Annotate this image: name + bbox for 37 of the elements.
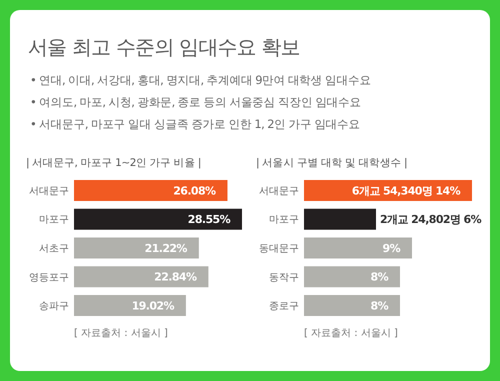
y-tick-label: 마포구 [39, 214, 69, 226]
y-tick-label: 마포구 [269, 214, 299, 226]
text: [ 자료출처 : 서울시 ] [74, 328, 168, 339]
y-tick-label: 서초구 [39, 244, 69, 254]
data-label: 26.08% [173, 184, 216, 198]
bar [74, 180, 228, 201]
bar [304, 295, 400, 316]
text: [ 자료출처 : 서울시 ] [304, 328, 398, 339]
data-label: 6개교 54,340명 14% [352, 184, 461, 198]
data-label: 9% [382, 242, 401, 255]
chart-title: | 서대문구, 마포구 1~2인 가구 비율 | [26, 157, 201, 169]
y-tick-label: 종로구 [269, 301, 299, 312]
y-tick-label: 서대문구 [29, 186, 69, 197]
bar [304, 266, 400, 288]
data-label: 8% [370, 270, 389, 284]
bar [304, 208, 376, 230]
data-label: 22.84% [154, 270, 197, 284]
data-label: 8% [370, 299, 389, 312]
bar [304, 238, 412, 258]
data-label: 2개교 24,802명 6% [380, 213, 482, 226]
data-label: 21.22% [144, 242, 188, 255]
data-label: 28.55% [188, 213, 231, 226]
chart-title: | 서울시 구별 대학 및 대학생수 | [256, 157, 408, 169]
text: • 연대, 이대, 서강대, 홍대, 명지대, 추계예대 9만여 대학생 임대수요 [30, 73, 372, 87]
text: • 여의도, 마포, 시청, 광화문, 종로 등의 서울중심 직장인 임대수요 [30, 95, 362, 109]
bar [74, 208, 242, 230]
bar [74, 266, 208, 288]
bar [74, 295, 186, 316]
text: • 서대문구, 마포구 일대 싱글족 증가로 인한 1, 2인 가구 임대수요 [30, 117, 360, 131]
y-tick-label: 영등포구 [29, 272, 69, 284]
y-tick-label: 동대문구 [259, 244, 299, 254]
y-tick-label: 동작구 [269, 272, 299, 284]
text: 서울 최고 수준의 임대수요 확보 [28, 35, 300, 59]
bar [74, 238, 199, 258]
y-tick-label: 서대문구 [259, 186, 299, 197]
y-tick-label: 송파구 [39, 301, 69, 312]
data-label: 19.02% [132, 299, 174, 312]
